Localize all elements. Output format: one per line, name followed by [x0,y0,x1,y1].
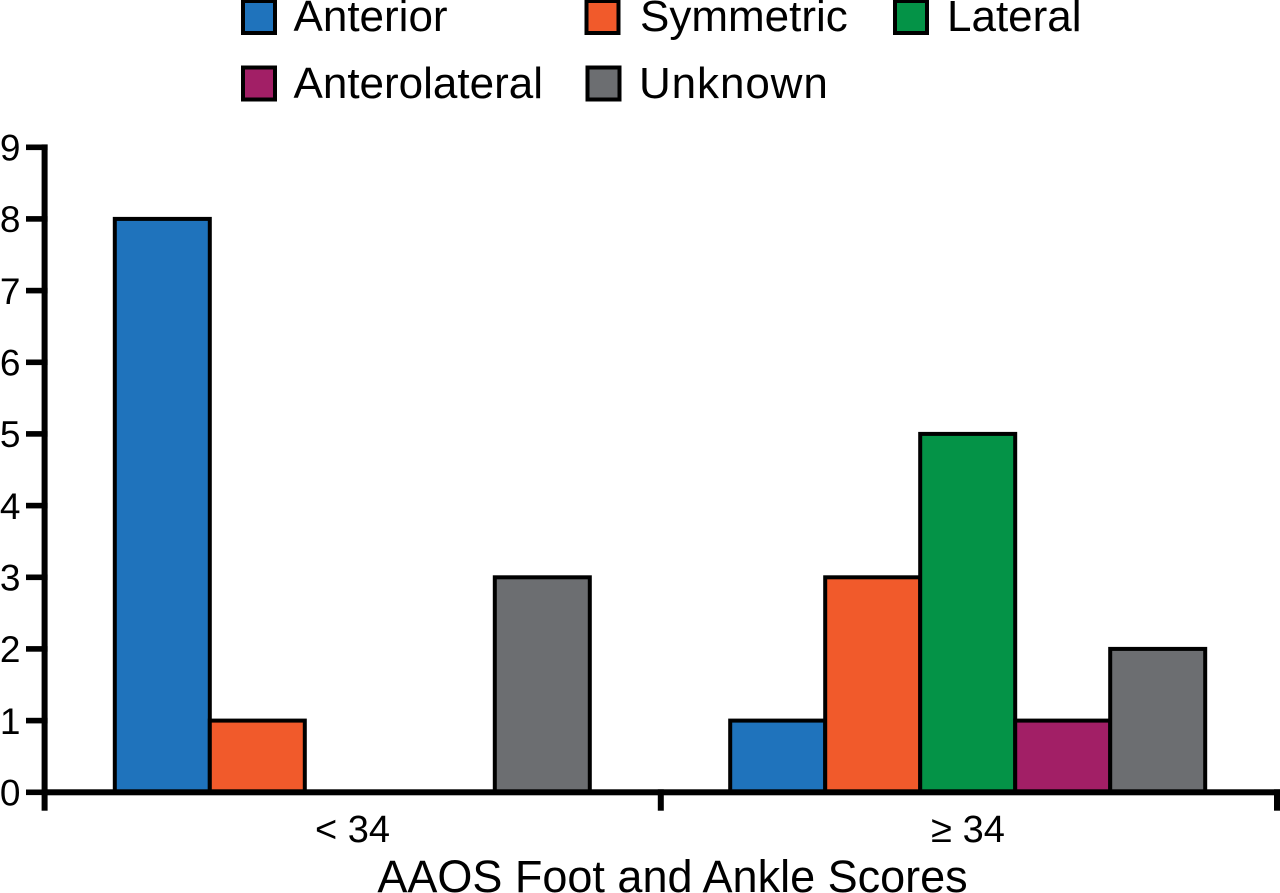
svg-text:Anterior: Anterior [294,0,448,41]
svg-text:AAOS Foot and Ankle Scores: AAOS Foot and Ankle Scores [377,851,967,893]
svg-text:< 34: < 34 [315,809,390,851]
svg-text:6: 6 [0,343,21,384]
svg-text:9: 9 [0,128,21,169]
svg-text:0: 0 [0,773,21,814]
svg-text:Unknown: Unknown [639,59,829,108]
svg-text:7: 7 [0,271,21,312]
svg-text:≥ 34: ≥ 34 [931,809,1005,851]
svg-text:Lateral: Lateral [947,0,1082,41]
svg-text:5: 5 [0,414,21,455]
svg-text:3: 3 [0,558,21,599]
svg-text:8: 8 [0,199,21,240]
svg-text:2: 2 [0,629,21,670]
svg-text:Anterolateral: Anterolateral [294,59,543,108]
svg-text:1: 1 [0,701,21,742]
svg-text:Symmetric: Symmetric [640,0,848,41]
svg-text:4: 4 [0,486,21,527]
